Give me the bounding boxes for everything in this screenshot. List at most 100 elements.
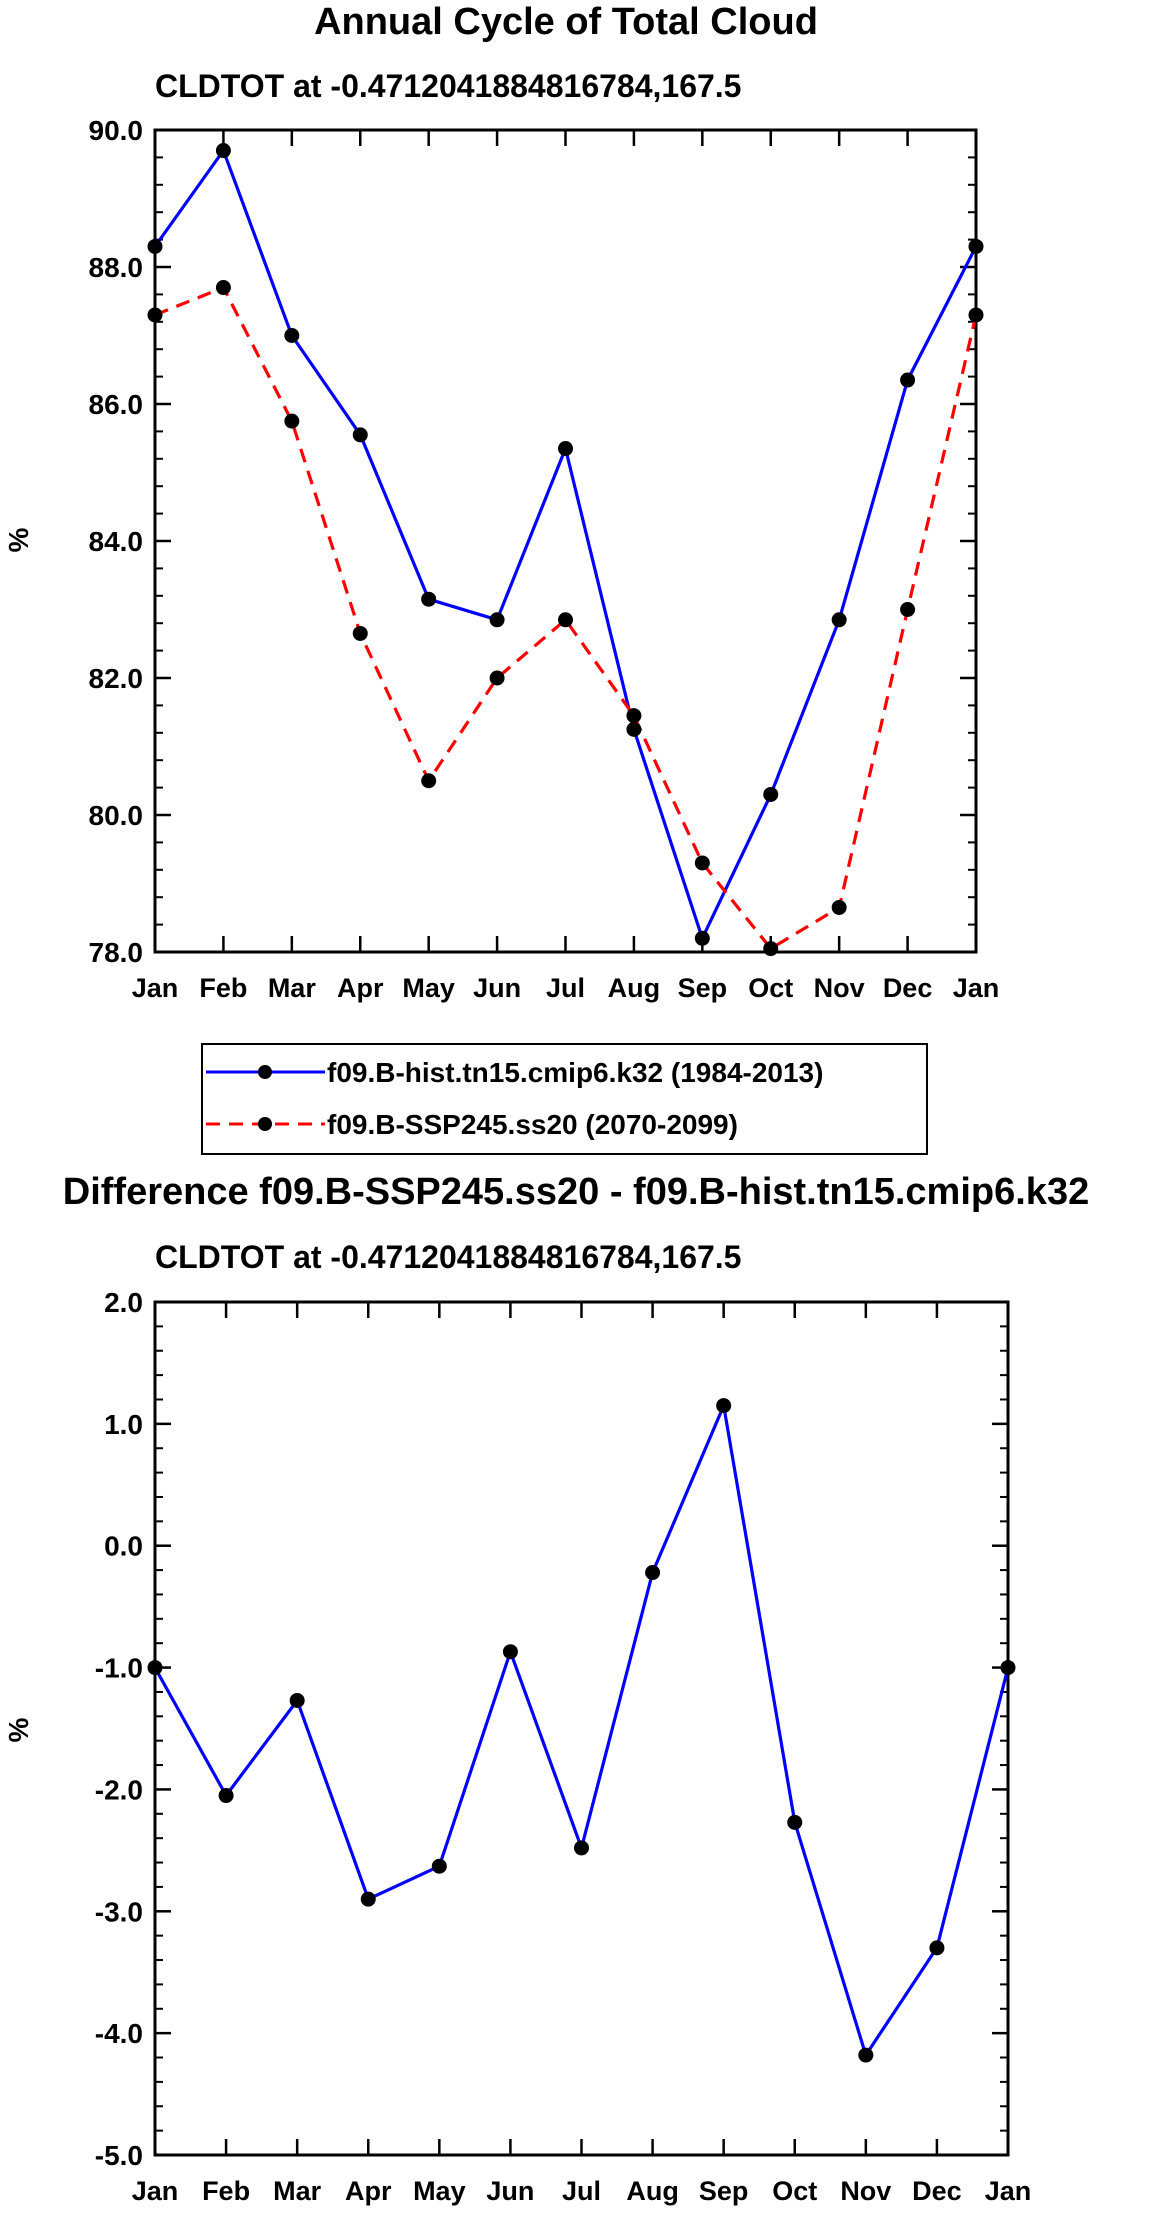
chart1-x-tick-label: Jul	[546, 973, 585, 1003]
chart1-series-line-0	[153, 148, 978, 940]
chart2-y-axis-label: %	[3, 1717, 34, 1742]
chart1-x-tick-label: Aug	[608, 973, 660, 1003]
chart2-y-tick-label: 0.0	[104, 1531, 143, 1562]
legend-label-ssp245: f09.B-SSP245.ss20 (2070-2099)	[327, 1109, 738, 1140]
legend-item-hist: f09.B-hist.tn15.cmip6.k32 (1984-2013)	[206, 1057, 823, 1088]
chart1-x-tick-label: Jan	[953, 973, 1000, 1003]
chart1-y-tick-label: 88.0	[89, 252, 144, 283]
chart1-y-tick-label: 82.0	[89, 663, 144, 694]
chart2-series-0-point	[929, 1940, 945, 1956]
chart1-series-0-point	[763, 786, 779, 802]
chart1-x-tick-label: Mar	[268, 973, 317, 1003]
legend-label-hist: f09.B-hist.tn15.cmip6.k32 (1984-2013)	[327, 1057, 823, 1088]
chart2-series-0-point	[1000, 1660, 1016, 1676]
chart1-series-0-point	[352, 427, 368, 443]
legend-marker-hist	[258, 1065, 272, 1079]
chart2-y-tick-label: -1.0	[95, 1653, 143, 1684]
chart2-series-line-0	[153, 1403, 1010, 2057]
chart2-series-0-point	[431, 1858, 447, 1874]
chart1-series-0-point	[421, 591, 437, 607]
chart1-series-1-point	[694, 855, 710, 871]
chart1-x-tick-label: Dec	[883, 973, 933, 1003]
chart1-series-1-point	[626, 708, 642, 724]
chart1-series-1-point	[900, 602, 916, 617]
chart1-series-0-point	[215, 143, 231, 159]
chart2-y-tick-label: -3.0	[95, 1896, 143, 1927]
chart1-series-points	[147, 143, 984, 957]
chart-annual-cycle: Annual Cycle of Total Cloud CLDTOT at -0…	[3, 1, 999, 1003]
chart2-x-tick-label: Sep	[699, 2176, 749, 2206]
chart1-x-tick-label: Sep	[678, 973, 728, 1003]
chart1-y-tick-label: 84.0	[89, 526, 144, 557]
chart1-y-tick-label: 78.0	[89, 937, 144, 968]
chart2-series-0-point	[218, 1788, 234, 1804]
chart1-series-0-point	[831, 612, 847, 628]
chart2-series-0-point	[574, 1840, 589, 1856]
chart1-series-0-point	[489, 612, 505, 628]
chart1-series-1-point	[968, 307, 984, 323]
chart1-title: Annual Cycle of Total Cloud	[314, 1, 818, 43]
chart2-series-0-point	[858, 2047, 874, 2063]
chart2-x-tick-label: Jun	[486, 2176, 534, 2206]
chart2-x-tick-label: Aug	[626, 2176, 678, 2206]
chart1-series-0-point	[626, 721, 642, 737]
chart2-series-0-point	[502, 1644, 518, 1660]
chart2-x-tick-label: Nov	[840, 2176, 891, 2206]
chart2-series-0-point	[147, 1660, 163, 1676]
chart1-x-tick-label: Nov	[814, 973, 865, 1003]
chart1-series-0-point	[147, 238, 163, 254]
chart2-series-0-point	[787, 1814, 803, 1830]
chart2-y-tick-label: -4.0	[95, 2018, 143, 2049]
chart2-x-tick-label: May	[413, 2176, 466, 2206]
chart1-series-1-point	[763, 941, 779, 957]
legend: f09.B-hist.tn15.cmip6.k32 (1984-2013) f0…	[201, 1043, 928, 1155]
legend-marker-ssp245	[258, 1117, 272, 1131]
chart1-series-1-point	[215, 280, 231, 296]
chart1-series-1-point	[421, 773, 437, 789]
chart2-title: Difference f09.B-SSP245.ss20 - f09.B-his…	[63, 1171, 1089, 1213]
chart2-x-tick-label: Apr	[345, 2176, 392, 2206]
chart1-x-tick-label: Oct	[748, 973, 793, 1003]
chart2-x-tick-label: Oct	[772, 2176, 817, 2206]
chart1-x-tick-label: Jan	[132, 973, 179, 1003]
chart1-x-tick-label: May	[402, 973, 455, 1003]
chart1-series-1-point	[284, 413, 300, 429]
chart-difference: Difference f09.B-SSP245.ss20 - f09.B-his…	[3, 1171, 1089, 2206]
chart2-x-tick-label: Jul	[562, 2176, 601, 2206]
chart1-subtitle: CLDTOT at -0.4712041884816784,167.5	[155, 68, 741, 104]
chart2-x-tick-label: Mar	[273, 2176, 322, 2206]
chart1-series-lines	[153, 148, 978, 951]
chart1-plot-frame	[153, 128, 978, 954]
chart1-series-0-point	[284, 328, 300, 343]
chart2-series-0-point	[645, 1565, 661, 1581]
chart1-x-tick-label: Feb	[199, 973, 247, 1003]
chart2-series-0-point	[289, 1692, 305, 1708]
chart2-subtitle: CLDTOT at -0.4712041884816784,167.5	[155, 1239, 741, 1275]
chart1-series-1-point	[831, 899, 847, 915]
chart1-x-tick-label: Jun	[473, 973, 521, 1003]
chart2-series-lines	[153, 1403, 1010, 2057]
chart1-y-tick-label: 86.0	[89, 389, 144, 420]
chart1-axes: 78.0 80.0 82.0 84.0 86.0 88.0 90.0 Jan Feb Mar Apr…	[89, 115, 1000, 1003]
chart1-series-1-point	[489, 670, 505, 686]
chart2-x-tick-label: Dec	[912, 2176, 962, 2206]
chart2-y-tick-label: -2.0	[95, 1774, 143, 1805]
legend-item-ssp245: f09.B-SSP245.ss20 (2070-2099)	[206, 1109, 738, 1140]
chart1-y-tick-label: 90.0	[89, 115, 144, 146]
chart2-x-tick-label: Jan	[132, 2176, 179, 2206]
chart2-series-0-point	[360, 1891, 376, 1907]
chart1-series-1-point	[352, 625, 368, 641]
chart1-series-0-point	[694, 930, 710, 946]
legend-box	[201, 1043, 928, 1155]
chart1-series-1-point	[558, 612, 573, 628]
chart1-y-axis-label: %	[3, 527, 34, 552]
chart2-axes: -5.0 -4.0 -3.0 -2.0 -1.0 0.0 1.0 2.0 Jan Feb Mar Ap…	[95, 1287, 1032, 2206]
chart2-y-tick-label: 1.0	[104, 1409, 143, 1440]
chart1-x-tick-label: Apr	[337, 973, 384, 1003]
chart2-x-tick-label: Feb	[202, 2176, 250, 2206]
chart2-y-tick-label: 2.0	[104, 1287, 143, 1318]
chart1-series-0-point	[558, 441, 573, 457]
chart1-series-0-point	[968, 238, 984, 254]
chart2-plot-frame	[153, 1300, 1010, 2157]
